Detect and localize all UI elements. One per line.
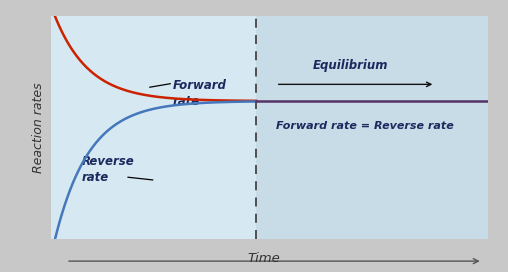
Text: Reverse
rate: Reverse rate	[81, 154, 134, 184]
Text: Equilibrium: Equilibrium	[313, 59, 389, 72]
Text: Forward rate = Reverse rate: Forward rate = Reverse rate	[276, 121, 454, 131]
Y-axis label: Reaction rates: Reaction rates	[32, 82, 45, 173]
Text: Forward
rate: Forward rate	[173, 79, 227, 108]
Text: Time: Time	[248, 252, 280, 265]
Bar	[256, 16, 488, 239]
